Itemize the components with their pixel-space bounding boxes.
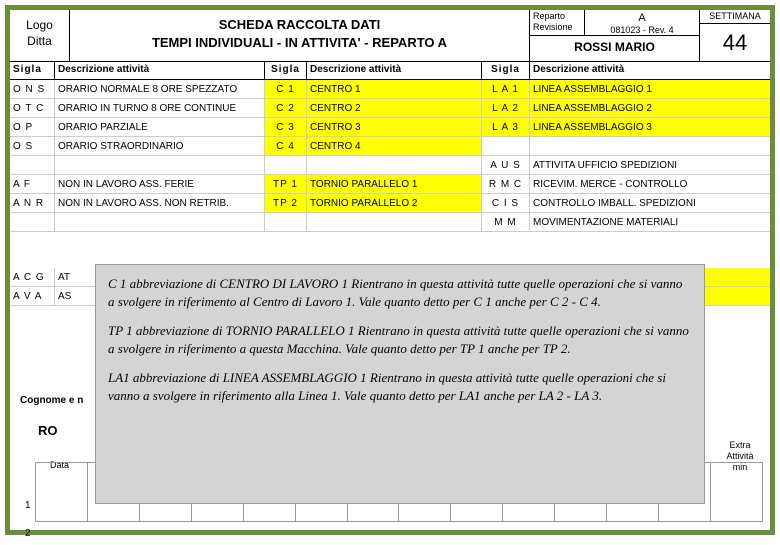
row1-label: 1 — [25, 500, 31, 511]
cell-desc2 — [307, 156, 482, 174]
week-number: 44 — [700, 24, 770, 56]
cell-sigla1: O T C — [10, 99, 55, 117]
table-row: O N SORARIO NORMALE 8 ORE SPEZZATOC 1CEN… — [10, 80, 770, 99]
cell-desc2: TORNIO PARALLELO 2 — [307, 194, 482, 212]
logo-cell: Logo Ditta — [10, 10, 70, 61]
cell-sigla3: R M C — [482, 175, 530, 193]
cell-sigla1: A F — [10, 175, 55, 193]
column-headers: Sigla Descrizione attività Sigla Descriz… — [10, 62, 770, 80]
title-line1: SCHEDA RACCOLTA DATI — [219, 17, 381, 32]
cell-sigla3: L A 1 — [482, 80, 530, 98]
cell-desc3 — [530, 137, 770, 155]
cognome-label: Cognome e n — [20, 395, 83, 406]
overlay-p3: LA1 abbreviazione di LINEA ASSEMBLAGGIO … — [108, 369, 692, 404]
cell-desc2: CENTRO 4 — [307, 137, 482, 155]
cell-sigla3: C I S — [482, 194, 530, 212]
cell-sigla1 — [10, 156, 55, 174]
cell-sigla2: C 3 — [265, 118, 307, 136]
cell-desc2: TORNIO PARALLELO 1 — [307, 175, 482, 193]
cell-desc1: NON IN LAVORO ASS. NON RETRIB. — [55, 194, 265, 212]
cell-sigla2: C 4 — [265, 137, 307, 155]
cell-desc1: ORARIO IN TURNO 8 ORE CONTINUE — [55, 99, 265, 117]
cell-sigla3: L A 2 — [482, 99, 530, 117]
title-line2: TEMPI INDIVIDUALI - IN ATTIVITA' - REPAR… — [152, 35, 447, 50]
meta-labels: Reparto Revisione — [530, 10, 585, 35]
cell-desc1 — [55, 156, 265, 174]
cell-desc3: LINEA ASSEMBLAGGIO 1 — [530, 80, 770, 98]
cell-desc3: MOVIMENTAZIONE MATERIALI — [530, 213, 770, 231]
cell-sigla2 — [265, 213, 307, 231]
col-desc-3: Descrizione attività — [530, 62, 770, 79]
cell-sigla1: O P — [10, 118, 55, 136]
explanation-overlay: C 1 abbreviazione di CENTRO DI LAVORO 1 … — [95, 264, 705, 504]
cell-sigla1 — [10, 213, 55, 231]
table-row: A N RNON IN LAVORO ASS. NON RETRIB.TP 2T… — [10, 194, 770, 213]
meta-values: A 081023 - Rev. 4 — [585, 10, 699, 35]
cell-sigla2 — [265, 156, 307, 174]
table-row: O T CORARIO IN TURNO 8 ORE CONTINUEC 2CE… — [10, 99, 770, 118]
operator-name: ROSSI MARIO — [530, 36, 699, 54]
col-desc-1: Descrizione attività — [55, 62, 265, 79]
ro-label: RO — [38, 423, 58, 438]
cell-desc2: CENTRO 3 — [307, 118, 482, 136]
header-row: Logo Ditta SCHEDA RACCOLTA DATI TEMPI IN… — [10, 10, 770, 62]
cell-desc2: CENTRO 1 — [307, 80, 482, 98]
cell-sigla2: C 1 — [265, 80, 307, 98]
cell-sigla2: C 2 — [265, 99, 307, 117]
cell-sigla1: A V A — [10, 287, 55, 305]
cell-desc3: RICEVIM. MERCE - CONTROLLO — [530, 175, 770, 193]
cell-sigla1: A N R — [10, 194, 55, 212]
col-desc-2: Descrizione attività — [307, 62, 482, 79]
cell-sigla3: M M — [482, 213, 530, 231]
cell-sigla2: TP 2 — [265, 194, 307, 212]
logo-line2: Ditta — [27, 34, 52, 48]
cell-desc3: LINEA ASSEMBLAGGIO 2 — [530, 99, 770, 117]
col-sigla-3: Sigla — [482, 62, 530, 79]
logo-line1: Logo — [26, 18, 53, 32]
cell-sigla1: O S — [10, 137, 55, 155]
table-row: O PORARIO PARZIALEC 3CENTRO 3L A 3LINEA … — [10, 118, 770, 137]
row2-label: 2 — [25, 528, 31, 539]
form-container: Logo Ditta SCHEDA RACCOLTA DATI TEMPI IN… — [5, 5, 775, 535]
cell-sigla3 — [482, 137, 530, 155]
cell-desc1 — [55, 213, 265, 231]
cell-sigla1: O N S — [10, 80, 55, 98]
cell-sigla3: A U S — [482, 156, 530, 174]
cell-desc1: ORARIO NORMALE 8 ORE SPEZZATO — [55, 80, 265, 98]
col-sigla-2: Sigla — [265, 62, 307, 79]
cell-desc3: CONTROLLO IMBALL. SPEDIZIONI — [530, 194, 770, 212]
cell-desc1: ORARIO PARZIALE — [55, 118, 265, 136]
table-row: A FNON IN LAVORO ASS. FERIETP 1TORNIO PA… — [10, 175, 770, 194]
cell-desc2 — [307, 213, 482, 231]
activity-rows: O N SORARIO NORMALE 8 ORE SPEZZATOC 1CEN… — [10, 80, 770, 232]
table-row: O SORARIO STRAORDINARIOC 4CENTRO 4 — [10, 137, 770, 156]
col-sigla-1: Sigla — [10, 62, 55, 79]
overlay-p1: C 1 abbreviazione di CENTRO DI LAVORO 1 … — [108, 275, 692, 310]
table-row: M MMOVIMENTAZIONE MATERIALI — [10, 213, 770, 232]
overlay-p2: TP 1 abbreviazione di TORNIO PARALLELO 1… — [108, 322, 692, 357]
cell-desc3: LINEA ASSEMBLAGGIO 3 — [530, 118, 770, 136]
title-cell: SCHEDA RACCOLTA DATI TEMPI INDIVIDUALI -… — [70, 10, 530, 61]
cell-desc1: ORARIO STRAORDINARIO — [55, 137, 265, 155]
meta-cell: Reparto Revisione A 081023 - Rev. 4 ROSS… — [530, 10, 700, 61]
week-label: SETTIMANA — [700, 10, 770, 24]
cell-desc2: CENTRO 2 — [307, 99, 482, 117]
cell-sigla2: TP 1 — [265, 175, 307, 193]
table-row: A U SATTIVITA UFFICIO SPEDIZIONI — [10, 156, 770, 175]
cell-desc3: ATTIVITA UFFICIO SPEDIZIONI — [530, 156, 770, 174]
cell-desc1: NON IN LAVORO ASS. FERIE — [55, 175, 265, 193]
cell-sigla3: L A 3 — [482, 118, 530, 136]
cell-sigla1: A C G — [10, 268, 55, 286]
week-cell: SETTIMANA 44 — [700, 10, 770, 61]
